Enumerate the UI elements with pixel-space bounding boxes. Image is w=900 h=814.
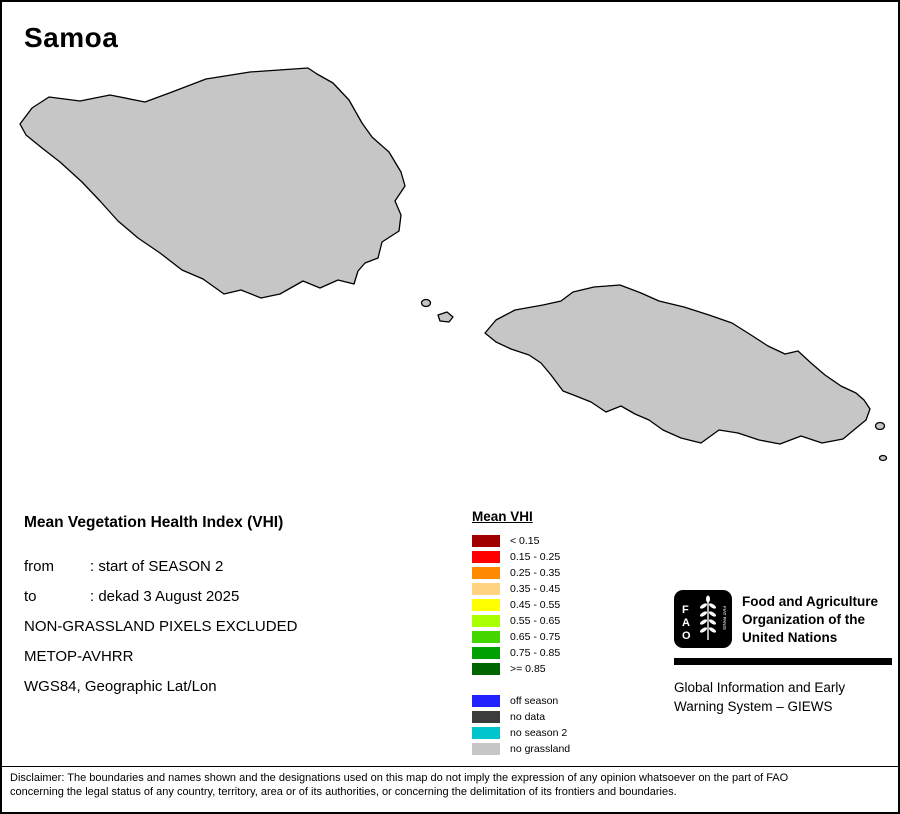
- legend-swatch: [472, 743, 500, 755]
- legend-row: no grassland: [472, 741, 570, 757]
- legend-swatch: [472, 551, 500, 563]
- metadata-sensor-line: METOP-AVHRR: [24, 648, 134, 665]
- legend-row: 0.65 - 0.75: [472, 629, 570, 645]
- legend: Mean VHI < 0.15 0.15 - 0.25 0.25 - 0.35 …: [472, 509, 570, 757]
- manono-island-shape: [437, 311, 454, 323]
- legend-label: 0.35 - 0.45: [510, 583, 561, 595]
- legend-label: 0.15 - 0.25: [510, 551, 561, 563]
- nuutele-islet-shape: [874, 421, 886, 431]
- fao-org-line: United Nations: [742, 630, 838, 645]
- legend-label: 0.25 - 0.35: [510, 567, 561, 579]
- giews-line: Warning System – GIEWS: [674, 699, 833, 714]
- footer-divider-bar: [674, 658, 892, 665]
- legend-swatch: [472, 599, 500, 611]
- metadata-heading: Mean Vegetation Health Index (VHI): [24, 514, 284, 531]
- upolu-island-shape: [484, 284, 871, 445]
- disclaimer: Disclaimer: The boundaries and names sho…: [2, 766, 898, 799]
- legend-label: no grassland: [510, 743, 571, 755]
- metadata-to-value: : dekad 3 August 2025: [90, 588, 240, 605]
- disclaimer-line: Disclaimer: The boundaries and names sho…: [10, 772, 789, 784]
- nuulua-islet-shape: [878, 454, 888, 462]
- apolima-island-shape: [420, 298, 432, 308]
- legend-swatch: [472, 727, 500, 739]
- legend-swatch: [472, 535, 500, 547]
- giews-name: Global Information and Early Warning Sys…: [674, 678, 845, 716]
- legend-swatch: [472, 711, 500, 723]
- fao-logo-letter-f: F: [682, 604, 689, 616]
- legend-row: 0.55 - 0.65: [472, 613, 570, 629]
- legend-row: no season 2: [472, 725, 570, 741]
- legend-swatch: [472, 567, 500, 579]
- legend-row: >= 0.85: [472, 661, 570, 677]
- fao-org-line: Organization of the: [742, 612, 865, 627]
- legend-row: 0.35 - 0.45: [472, 581, 570, 597]
- giews-line: Global Information and Early: [674, 680, 846, 695]
- legend-swatch: [472, 695, 500, 707]
- legend-swatch: [472, 615, 500, 627]
- legend-label: >= 0.85: [510, 663, 546, 675]
- legend-row: off season: [472, 693, 570, 709]
- legend-swatch: [472, 647, 500, 659]
- metadata-from-label: from: [24, 558, 54, 575]
- legend-label: off season: [510, 695, 559, 707]
- metadata-pixels-line: NON-GRASSLAND PIXELS EXCLUDED: [24, 618, 298, 635]
- legend-swatch: [472, 663, 500, 675]
- legend-label: 0.55 - 0.65: [510, 615, 561, 627]
- legend-swatch: [472, 631, 500, 643]
- legend-row: 0.45 - 0.55: [472, 597, 570, 613]
- legend-row: 0.25 - 0.35: [472, 565, 570, 581]
- metadata-to-line: to : dekad 3 August 2025: [24, 582, 297, 612]
- legend-row: 0.15 - 0.25: [472, 549, 570, 565]
- fao-organization-name: Food and Agriculture Organization of the…: [742, 593, 878, 647]
- fao-logo-letter-a: A: [682, 617, 690, 629]
- fao-logo-letter-o: O: [682, 630, 691, 642]
- metadata-projection-line: WGS84, Geographic Lat/Lon: [24, 678, 217, 695]
- legend-row: < 0.15: [472, 533, 570, 549]
- legend-label: 0.75 - 0.85: [510, 647, 561, 659]
- legend-label: 0.65 - 0.75: [510, 631, 561, 643]
- legend-swatch: [472, 583, 500, 595]
- legend-spacer: [472, 677, 570, 693]
- metadata-to-label: to: [24, 588, 37, 605]
- savaii-island-shape: [19, 67, 406, 299]
- legend-label: 0.45 - 0.55: [510, 599, 561, 611]
- metadata-from-line: from : start of SEASON 2: [24, 552, 297, 582]
- fao-org-line: Food and Agriculture: [742, 594, 878, 609]
- legend-label: < 0.15: [510, 535, 540, 547]
- legend-label: no data: [510, 711, 546, 723]
- page-title: Samoa: [24, 22, 119, 53]
- legend-title: Mean VHI: [472, 509, 533, 524]
- legend-label: no season 2: [510, 727, 568, 739]
- legend-row: 0.75 - 0.85: [472, 645, 570, 661]
- legend-row: no data: [472, 709, 570, 725]
- fao-logo-motto: FIAT PANIS: [722, 606, 727, 630]
- disclaimer-line: concerning the legal status of any count…: [10, 785, 677, 798]
- metadata-from-value: : start of SEASON 2: [90, 558, 224, 575]
- fao-logo-icon: F A O FIAT PANIS: [674, 590, 732, 648]
- map-metadata: Mean Vegetation Health Index (VHI) from:…: [24, 514, 297, 702]
